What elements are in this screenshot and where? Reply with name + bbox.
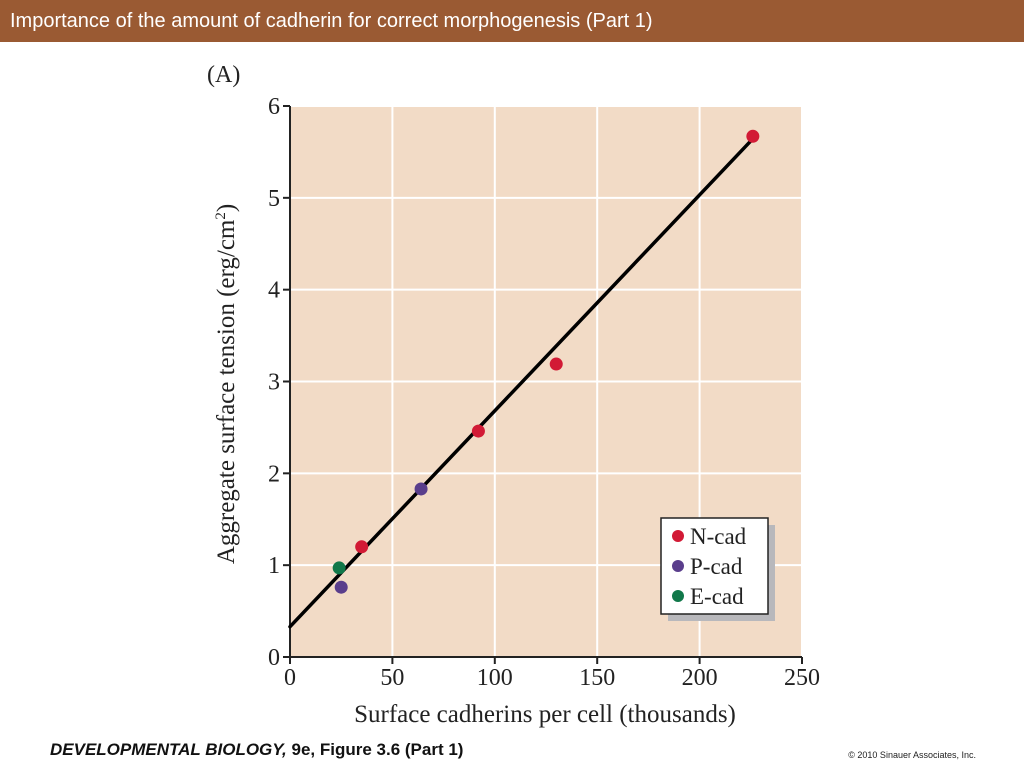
y-tick-label: 6 (268, 94, 280, 120)
copyright: © 2010 Sinauer Associates, Inc. (848, 750, 976, 760)
y-tick-label: 2 (268, 461, 280, 487)
x-tick-label: 50 (380, 665, 404, 691)
axes (283, 105, 803, 664)
y-tick-labels: 0 1 2 3 4 5 6 (268, 94, 280, 671)
data-point-p-cad (334, 580, 348, 594)
legend-marker-p-cad (672, 560, 684, 572)
data-point-n-cad (746, 129, 760, 143)
x-tick-label: 200 (682, 665, 718, 691)
legend-marker-n-cad (672, 530, 684, 542)
y-axis-label-superscript: 2 (213, 212, 229, 220)
y-axis-label: Aggregate surface tension (erg/cm2) (213, 204, 240, 564)
y-tick-label: 3 (268, 370, 280, 396)
y-tick-label: 4 (268, 278, 280, 304)
slide-title: Importance of the amount of cadherin for… (0, 0, 1024, 42)
x-tick-label: 150 (579, 665, 615, 691)
figure-citation: DEVELOPMENTAL BIOLOGY, 9e, Figure 3.6 (P… (50, 740, 463, 760)
legend-label-n-cad: N-cad (690, 524, 747, 549)
legend: N-cad P-cad E-cad (660, 517, 775, 621)
y-axis-label-main: Aggregate surface tension (erg/cm (213, 219, 240, 564)
book-title: DEVELOPMENTAL BIOLOGY, (50, 740, 287, 759)
legend-label-e-cad: E-cad (690, 584, 744, 609)
data-point-e-cad (332, 561, 346, 575)
data-point-n-cad (549, 357, 563, 371)
data-point-n-cad (471, 424, 485, 438)
y-tick-label: 1 (268, 553, 280, 579)
x-axis-label: Surface cadherins per cell (thousands) (354, 701, 736, 728)
edition-figure: 9e, Figure 3.6 (Part 1) (286, 740, 464, 759)
y-tick-label: 5 (268, 186, 280, 212)
legend-label-p-cad: P-cad (690, 554, 743, 579)
y-axis-label-close: ) (213, 204, 240, 212)
legend-marker-e-cad (672, 590, 684, 602)
x-tick-label: 0 (284, 665, 296, 691)
x-tick-labels: 0 50 100 150 200 250 (284, 665, 820, 691)
x-tick-label: 250 (784, 665, 820, 691)
y-tick-label: 0 (268, 645, 280, 671)
data-point-n-cad (355, 540, 369, 554)
x-tick-label: 100 (477, 665, 513, 691)
data-point-p-cad (414, 482, 428, 496)
data-points (332, 129, 760, 594)
panel-label: (A) (207, 62, 240, 88)
